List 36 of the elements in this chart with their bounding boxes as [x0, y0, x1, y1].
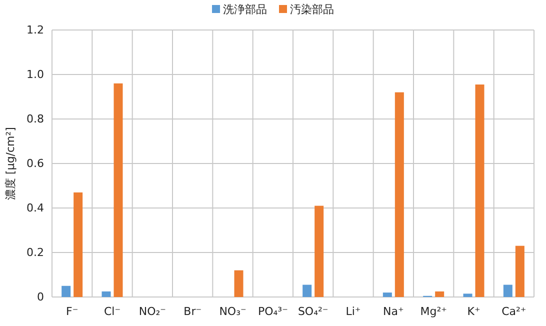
legend-label: 汚染部品	[290, 3, 334, 16]
legend-label: 洗浄部品	[223, 3, 267, 16]
x-tick-label: Mg²⁺	[420, 304, 448, 318]
y-tick-label: 0.4	[26, 202, 44, 215]
bar	[435, 291, 444, 297]
y-tick-label: 0.8	[26, 112, 44, 126]
x-tick-label: SO₄²⁻	[298, 304, 328, 318]
bar	[503, 284, 512, 297]
x-tick-label: Li⁺	[346, 304, 361, 318]
x-tick-label: Na⁺	[383, 304, 404, 318]
y-tick-label: 0	[37, 290, 44, 304]
x-tick-label: Ca²⁺	[502, 304, 526, 318]
bar	[102, 291, 111, 297]
x-tick-label: F⁻	[66, 304, 78, 318]
bar	[302, 284, 312, 297]
x-tick-label: NO₃⁻	[219, 304, 246, 318]
bar	[475, 84, 484, 297]
y-axis-title: 濃度 [μg/cm²]	[4, 127, 17, 200]
y-tick-label: 0.6	[26, 157, 44, 170]
bar	[515, 246, 524, 297]
x-tick-label: Br⁻	[184, 304, 202, 318]
bar	[463, 294, 472, 297]
bar	[62, 286, 71, 297]
y-tick-label: 1.0	[26, 68, 44, 82]
bar	[394, 92, 404, 297]
x-tick-label: NO₂⁻	[138, 304, 166, 318]
bar	[74, 192, 83, 297]
x-tick-label: PO₄³⁻	[258, 304, 288, 318]
bar	[114, 83, 123, 297]
y-tick-label: 0.2	[26, 246, 44, 260]
bar	[382, 292, 392, 297]
bar	[314, 206, 324, 297]
bar	[234, 270, 244, 297]
x-tick-label: K⁺	[467, 304, 480, 318]
x-tick-label: Cl⁻	[104, 304, 121, 318]
y-tick-label: 1.2	[26, 24, 44, 37]
